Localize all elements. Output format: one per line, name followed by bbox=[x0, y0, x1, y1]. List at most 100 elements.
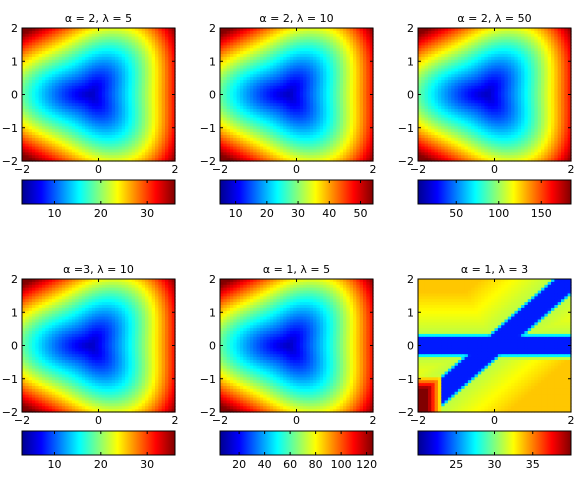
heatmap-cell bbox=[71, 62, 76, 67]
heatmap-cell bbox=[71, 74, 76, 78]
heatmap-cell bbox=[138, 36, 143, 41]
heatmap-cell bbox=[48, 48, 53, 52]
heatmap-cell bbox=[263, 54, 268, 58]
heatmap-cell bbox=[78, 132, 83, 136]
heatmap-cell bbox=[233, 56, 238, 61]
heatmap-cell bbox=[51, 106, 56, 110]
heatmap-cell bbox=[108, 129, 113, 133]
heatmap-cell bbox=[263, 97, 268, 101]
heatmap-cell bbox=[151, 28, 156, 32]
heatmap-cell bbox=[28, 80, 33, 84]
heatmap-cell bbox=[41, 117, 46, 122]
heatmap-cell bbox=[98, 54, 103, 58]
heatmap-cell bbox=[165, 155, 169, 159]
heatmap-cell bbox=[233, 39, 238, 44]
heatmap-cell bbox=[38, 77, 43, 81]
heatmap-cell bbox=[111, 143, 116, 148]
heatmap-cell bbox=[253, 80, 258, 84]
heatmap-cell bbox=[121, 85, 126, 90]
heatmap-cell bbox=[68, 33, 73, 38]
heatmap-cell bbox=[105, 146, 110, 151]
heatmap-cell bbox=[45, 51, 50, 55]
heatmap-cell bbox=[91, 39, 96, 44]
heatmap-cell bbox=[125, 80, 130, 84]
heatmap-cell bbox=[58, 158, 63, 162]
heatmap-cell bbox=[25, 132, 30, 136]
heatmap-cell bbox=[45, 114, 50, 119]
heatmap-cell bbox=[25, 80, 30, 84]
heatmap-cell bbox=[233, 143, 238, 148]
heatmap-cell bbox=[249, 56, 254, 61]
heatmap-cell bbox=[75, 129, 80, 133]
heatmap-cell bbox=[273, 88, 278, 93]
heatmap-cell bbox=[249, 100, 254, 104]
heatmap-cell bbox=[41, 137, 46, 142]
heatmap-cell bbox=[65, 74, 70, 78]
heatmap-cell bbox=[249, 71, 254, 75]
heatmap-cell bbox=[81, 143, 86, 148]
heatmap-cell bbox=[71, 155, 76, 159]
heatmap-cell bbox=[161, 146, 166, 151]
heatmap-cell bbox=[141, 30, 146, 35]
heatmap-cell bbox=[273, 123, 278, 127]
heatmap-cell bbox=[171, 134, 176, 139]
heatmap-cell bbox=[168, 126, 173, 130]
heatmap-cell bbox=[51, 42, 56, 46]
heatmap-cell bbox=[135, 51, 140, 55]
heatmap-cell bbox=[273, 68, 278, 72]
heatmap-cell bbox=[226, 36, 231, 41]
heatmap-cell bbox=[25, 158, 30, 162]
heatmap-cell bbox=[121, 123, 126, 127]
heatmap-cell bbox=[85, 88, 90, 93]
heatmap-cell bbox=[259, 56, 264, 61]
heatmap-cell bbox=[125, 152, 130, 156]
heatmap-cell bbox=[35, 149, 40, 153]
heatmap-cell bbox=[233, 155, 238, 159]
heatmap-cell bbox=[125, 103, 130, 107]
heatmap-cell bbox=[229, 71, 234, 75]
heatmap-cell bbox=[28, 108, 33, 113]
heatmap-cell bbox=[243, 91, 248, 96]
heatmap-cell bbox=[101, 71, 106, 75]
heatmap-cell bbox=[78, 82, 83, 87]
heatmap-cell bbox=[256, 137, 261, 142]
heatmap-cell bbox=[141, 28, 146, 32]
heatmap-cell bbox=[101, 155, 106, 159]
heatmap-cell bbox=[138, 48, 143, 52]
heatmap-cell bbox=[118, 30, 123, 35]
heatmap-cell bbox=[71, 129, 76, 133]
heatmap-cell bbox=[239, 137, 244, 142]
heatmap-cell bbox=[135, 158, 140, 162]
heatmap-cell bbox=[158, 82, 163, 87]
heatmap-cell bbox=[243, 51, 248, 55]
heatmap-cell bbox=[161, 30, 166, 35]
heatmap-cell bbox=[105, 77, 110, 81]
heatmap-cell bbox=[88, 114, 93, 119]
heatmap-cell bbox=[276, 39, 281, 44]
heatmap-cell bbox=[236, 80, 241, 84]
heatmap-cell bbox=[75, 54, 80, 58]
heatmap-cell bbox=[158, 45, 163, 49]
heatmap-cell bbox=[51, 45, 56, 49]
heatmap-cell bbox=[95, 88, 100, 93]
heatmap-cell bbox=[35, 134, 40, 139]
heatmap-cell bbox=[22, 74, 26, 78]
heatmap-cell bbox=[246, 114, 251, 119]
heatmap-cell bbox=[61, 62, 66, 67]
heatmap-cell bbox=[269, 100, 274, 104]
heatmap-cell bbox=[71, 120, 76, 125]
heatmap-cell bbox=[55, 126, 60, 130]
heatmap-cell bbox=[161, 106, 166, 110]
heatmap-cell bbox=[279, 137, 284, 142]
heatmap-cell bbox=[266, 146, 271, 151]
heatmap-cell bbox=[88, 117, 93, 122]
heatmap-cell bbox=[171, 45, 176, 49]
heatmap-cell bbox=[58, 42, 63, 46]
heatmap-cell bbox=[48, 30, 53, 35]
heatmap-cell bbox=[81, 126, 86, 130]
heatmap-cell bbox=[273, 140, 278, 145]
heatmap-cell bbox=[65, 97, 70, 101]
heatmap-cell bbox=[68, 28, 73, 32]
heatmap-cell bbox=[85, 106, 90, 110]
heatmap-cell bbox=[105, 126, 110, 130]
